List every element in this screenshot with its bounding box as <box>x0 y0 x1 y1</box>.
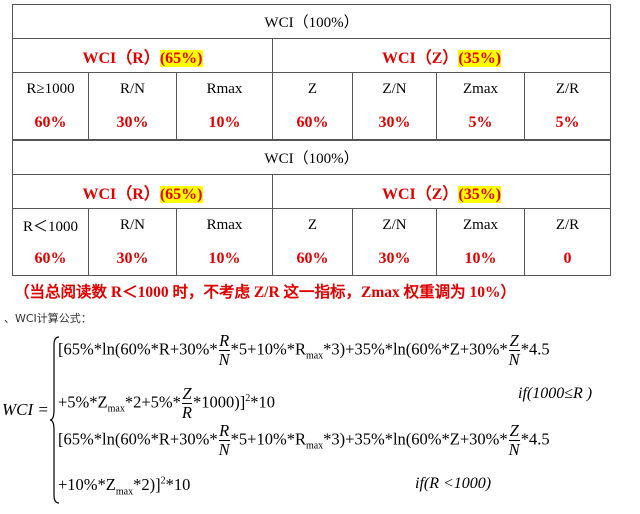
value-cell: 60% <box>272 106 353 140</box>
value-cell: 10% <box>436 242 525 276</box>
formula-line: +10%*Zmax*2)]2*10 <box>58 475 190 497</box>
table-title: WCI（100%） <box>12 4 611 39</box>
value-cell: 10% <box>176 242 273 276</box>
subscript: max <box>115 486 134 498</box>
value-cell: 10% <box>176 106 273 140</box>
value-cell: 30% <box>88 242 177 276</box>
value-cell: 30% <box>352 242 437 276</box>
formula-lhs: WCI = <box>2 400 49 419</box>
formula-text: *2)] <box>133 475 161 494</box>
group-label: WCI（Z） <box>381 185 459 203</box>
value-cell: 30% <box>352 106 437 140</box>
value-cell: 60% <box>12 106 89 140</box>
formula-text: *4.5 <box>520 429 550 449</box>
wci-table: WCI（100%） WCI（R）(65%) WCI（Z）(35%) R≥1000 R/N… <box>12 4 611 140</box>
condition: if(1000≤R ) <box>518 385 593 402</box>
group-pct: (35%) <box>458 185 502 203</box>
formula-line: +5%*Zmax*2+5%* Z R *1000)]2*10 <box>58 385 275 422</box>
formula-text: *3)+35%*ln(60%*Z+30%* <box>323 339 508 359</box>
numerator: Z <box>182 384 192 403</box>
header-row: R≥1000 R/N Rmax Z Z/N Zmax Z/R <box>12 72 611 106</box>
formula-heading: 、WCI计算公式： <box>4 312 92 325</box>
formula-text: *10 <box>165 475 191 494</box>
subscript: max <box>107 403 125 415</box>
superscript: 2 <box>160 475 166 487</box>
group-cell red: WCI（R）(65%) <box>12 174 273 209</box>
denominator: N <box>508 440 520 459</box>
header-cell: Rmax <box>176 72 273 106</box>
group-cell red: WCI（Z）(35%) <box>272 174 611 209</box>
numerator: R <box>219 421 230 440</box>
formula-text: +5%*Z <box>58 392 108 412</box>
header-cell: R＜1000 <box>12 208 89 242</box>
group-label: WCI（Z） <box>381 49 459 67</box>
table-title: WCI（100%） <box>12 140 611 175</box>
group-pct: (65%) <box>159 185 203 203</box>
formula-text: *4.5 <box>520 339 550 359</box>
subscript: max <box>305 350 324 362</box>
note: （当总阅读数 R＜1000 时，不考虑 Z/R 这一指标，Zmax 权重调为 1… <box>14 284 517 301</box>
group-row: WCI（R）(65%) WCI（Z）(35%) <box>12 38 611 73</box>
brace <box>50 336 60 504</box>
subscript: max <box>305 440 324 452</box>
value-cell: 60% <box>272 242 353 276</box>
group-row: WCI（R）(65%) WCI（Z）(35%) <box>12 174 611 209</box>
formula-text: *3)+35%*ln(60%*Z+30%* <box>323 429 508 449</box>
value-row: 60% 30% 10% 60% 30% 5% 5% <box>12 106 611 140</box>
value-cell: 60% <box>12 242 89 276</box>
formula-text: *2+5%* <box>124 392 181 412</box>
header-cell: Z <box>272 72 353 106</box>
title-row: WCI（100%） <box>12 4 611 39</box>
superscript: 2 <box>245 392 251 404</box>
header-row: R＜1000 R/N Rmax Z Z/N Zmax Z/R <box>12 208 611 242</box>
denominator: R <box>181 403 193 422</box>
header-cell: Z/N <box>352 208 437 242</box>
wci-table: WCI（100%） WCI（R）(65%) WCI（Z）(35%) R＜1000 R/N… <box>12 140 611 276</box>
header-cell: R/N <box>88 72 177 106</box>
denominator: N <box>218 350 230 369</box>
value-row: 60% 30% 10% 60% 30% 10% 0 <box>12 242 611 276</box>
header-cell: Z <box>272 208 353 242</box>
value-cell: 30% <box>88 106 177 140</box>
header-cell: Z/R <box>524 72 611 106</box>
condition: if(R <1000) <box>415 475 492 492</box>
denominator: N <box>218 440 230 459</box>
formula-text: *5+10%*R <box>230 429 306 449</box>
numerator: Z <box>509 331 519 350</box>
group-cell red: WCI（Z）(35%) <box>272 38 611 73</box>
group-label: WCI（R） <box>82 49 160 67</box>
header-cell: Z/R <box>524 208 611 242</box>
value-cell: 5% <box>436 106 525 140</box>
group-cell red: WCI（R）(65%) <box>12 38 273 73</box>
value-cell: 5% <box>524 106 611 140</box>
header-cell: R/N <box>88 208 177 242</box>
value-cell: 0 <box>524 242 611 276</box>
formula-text: *10 <box>250 392 276 412</box>
header-cell: Z/N <box>352 72 437 106</box>
group-label: WCI（R） <box>82 185 160 203</box>
title-row: WCI（100%） <box>12 140 611 175</box>
formula-text: *1000)] <box>193 392 246 412</box>
header-cell: Zmax <box>436 72 525 106</box>
formula-text: *5+10%*R <box>230 339 306 359</box>
formula-line: [65%*ln(60%*R+30%* R N *5+10%*Rmax*3)+35%*l… <box>58 422 550 459</box>
formula-line: [65%*ln(60%*R+30%* R N *5+10%*Rmax*3)+35%*l… <box>58 332 550 369</box>
numerator: R <box>219 331 230 350</box>
header-cell: Rmax <box>176 208 273 242</box>
group-pct: (65%) <box>159 49 203 67</box>
formula-text: [65%*ln(60%*R+30%* <box>58 429 218 449</box>
group-pct: (35%) <box>458 49 502 67</box>
header-cell: R≥1000 <box>12 72 89 106</box>
denominator: N <box>508 350 520 369</box>
header-cell: Zmax <box>436 208 525 242</box>
formula-text: [65%*ln(60%*R+30%* <box>58 339 218 359</box>
formula-text: +10%*Z <box>58 475 116 494</box>
numerator: Z <box>509 421 519 440</box>
